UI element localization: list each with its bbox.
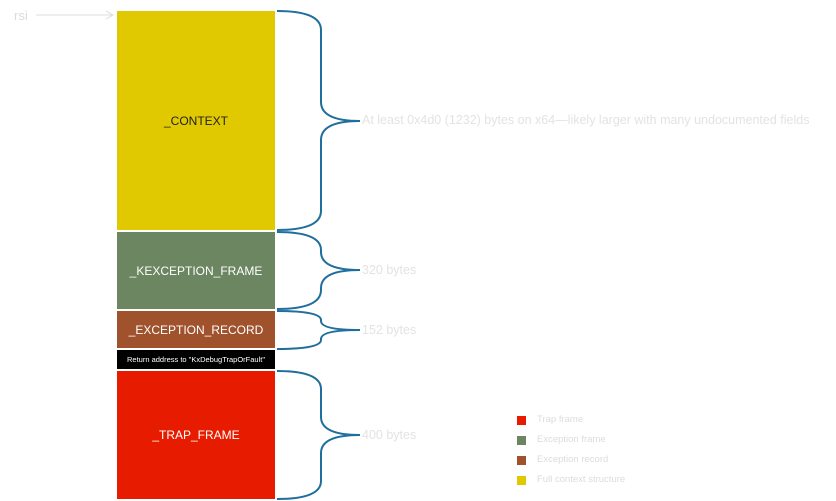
legend-swatch-full-context (517, 476, 526, 485)
size-label-exception-record: 152 bytes (362, 323, 417, 337)
legend-swatch-trap-frame (517, 416, 526, 425)
size-label-context: At least 0x4d0 (1232) bytes on x64—likel… (362, 113, 810, 127)
size-label-kexception-frame: 320 bytes (362, 263, 417, 277)
legend-label-full-context: Full context structure (537, 474, 626, 485)
block-return-address-label: Return address to "KxDebugTrapOrFault" (126, 355, 266, 364)
legend-label-exception-frame: Exception frame (537, 434, 606, 445)
block-return-address: Return address to "KxDebugTrapOrFault" (117, 350, 275, 369)
brace-trap-frame (276, 370, 361, 500)
legend-swatch-exception-frame (517, 436, 526, 445)
brace-context (276, 10, 361, 231)
block-context-label: _CONTEXT (163, 113, 228, 128)
rsi-pointer-label: rsi (14, 8, 28, 23)
block-exception-record-label: _EXCEPTION_RECORD (128, 322, 264, 337)
size-label-trap-frame: 400 bytes (362, 428, 417, 442)
block-kexception-frame-label: _KEXCEPTION_FRAME (129, 263, 263, 278)
brace-exception-record (276, 310, 361, 350)
legend-swatch-exception-record (517, 456, 526, 465)
block-context: _CONTEXT (117, 11, 275, 230)
block-trap-frame: _TRAP_FRAME (117, 371, 275, 499)
block-kexception-frame: _KEXCEPTION_FRAME (117, 232, 275, 309)
legend-label-trap-frame: Trap frame (537, 414, 584, 425)
legend-label-exception-record: Exception record (537, 454, 609, 465)
block-exception-record: _EXCEPTION_RECORD (117, 311, 275, 348)
block-trap-frame-label: _TRAP_FRAME (152, 428, 240, 442)
brace-kexception-frame (276, 231, 361, 310)
rsi-arrow (36, 10, 115, 20)
